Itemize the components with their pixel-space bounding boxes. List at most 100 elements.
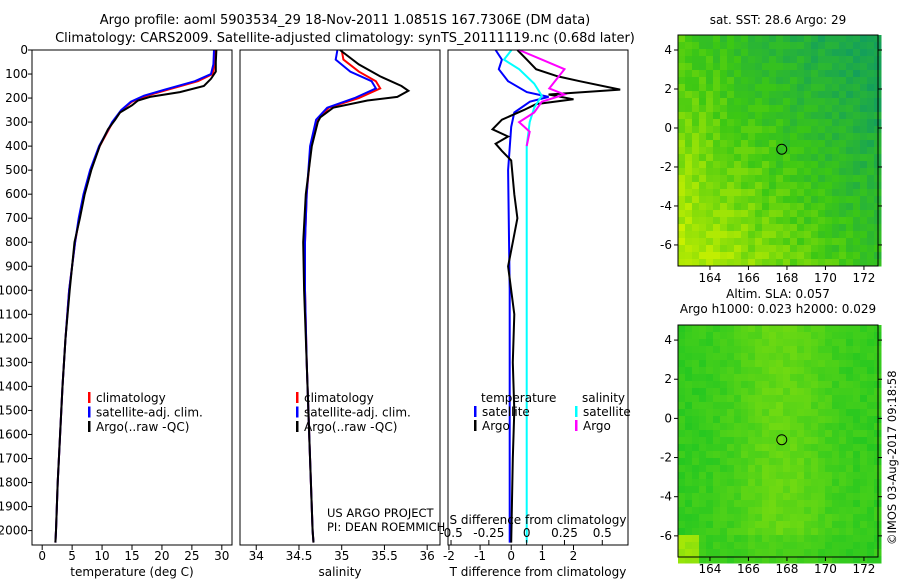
legend-item: Argo bbox=[482, 419, 510, 433]
lon-tick-label: 170 bbox=[814, 271, 837, 285]
legend-swatch bbox=[296, 406, 299, 418]
lon-tick-label: 166 bbox=[737, 271, 760, 285]
series-line-climatology bbox=[54, 49, 217, 543]
x-tick-label: 35 bbox=[334, 549, 349, 563]
pi-label: PI: DEAN ROEMMICH bbox=[327, 520, 445, 534]
x-tick-label: 2 bbox=[570, 549, 578, 563]
y-tick-label: 1100 bbox=[0, 307, 28, 321]
legend-salinity-title: salinity bbox=[582, 391, 625, 405]
x-tick-label: 0 bbox=[507, 549, 515, 563]
legend-swatch bbox=[88, 421, 91, 432]
legend-swatch bbox=[296, 392, 299, 403]
legend-swatch bbox=[474, 406, 477, 417]
y-tick-label: 200 bbox=[5, 91, 28, 105]
legend-swatch bbox=[575, 406, 578, 417]
lon-tick-label: 170 bbox=[814, 562, 837, 576]
chart-temperature: 0 5 10 15 20 25 30 temperature (deg C) 0 100 200 30… bbox=[0, 43, 233, 579]
y-tick-label: 800 bbox=[5, 235, 28, 249]
series-line-argo-raw-qc- bbox=[302, 49, 411, 543]
lat-tick-label: 2 bbox=[664, 372, 672, 386]
plot-frame bbox=[447, 49, 629, 546]
map-title-line-1: Altim. SLA: 0.057 bbox=[726, 287, 830, 301]
s-tick-label: 0 bbox=[523, 526, 531, 540]
legend-item: Argo(..raw -QC) bbox=[96, 420, 189, 434]
lat-tick-label: -2 bbox=[660, 160, 672, 174]
s-axis-label: S difference from climatology bbox=[450, 513, 627, 527]
x-tick-label: 15 bbox=[124, 549, 139, 563]
lat-tick-label: -4 bbox=[660, 199, 672, 213]
s-tick-label: 0.5 bbox=[593, 526, 612, 540]
legend-swatch bbox=[474, 420, 477, 431]
legend-item: Argo(..raw -QC) bbox=[304, 420, 397, 434]
s-tick-label: 0.25 bbox=[551, 526, 578, 540]
imos-stamp: ©IMOS 03-Aug-2017 09:18:58 bbox=[885, 370, 899, 545]
y-tick-label: 500 bbox=[5, 163, 28, 177]
y-tick-label: 0 bbox=[20, 43, 28, 57]
lon-tick-label: 168 bbox=[775, 562, 798, 576]
legend-swatch bbox=[575, 420, 578, 431]
y-tick-label: 1600 bbox=[0, 427, 28, 441]
y-tick-label: 100 bbox=[5, 67, 28, 81]
lat-tick-label: 2 bbox=[664, 82, 672, 96]
argo-float-marker bbox=[776, 434, 788, 446]
y-tick-label: 400 bbox=[5, 139, 28, 153]
x-tick-label: 34.5 bbox=[286, 549, 313, 563]
x-tick-label: 10 bbox=[94, 549, 109, 563]
legend-item: satellite bbox=[583, 405, 631, 419]
lat-tick-label: -2 bbox=[660, 451, 672, 465]
legend-swatch bbox=[296, 421, 299, 432]
lon-tick-label: 172 bbox=[852, 271, 875, 285]
x-tick-label: -2 bbox=[443, 549, 455, 563]
x-axis-label: temperature (deg C) bbox=[70, 565, 193, 579]
series-line-t-argo bbox=[490, 49, 621, 543]
x-tick-label: 34 bbox=[249, 549, 264, 563]
lon-tick-label: 164 bbox=[699, 562, 722, 576]
legend-item: satellite-adj. clim. bbox=[96, 406, 203, 420]
legend-item: climatology bbox=[96, 391, 166, 405]
map-frame bbox=[677, 324, 879, 558]
s-tick-label: -0.5 bbox=[439, 526, 462, 540]
y-tick-label: 900 bbox=[5, 259, 28, 273]
series-line-s-argo bbox=[517, 49, 568, 147]
lat-tick-label: -6 bbox=[660, 529, 672, 543]
x-axis-label: T difference from climatology bbox=[449, 565, 627, 579]
x-tick-label: 36 bbox=[420, 549, 435, 563]
map-sla_map: 164 166 168 170 172 4 2 0 -2 -4 -6 Altim. SLA: 0.05… bbox=[660, 287, 882, 576]
y-tick-label: 1800 bbox=[0, 476, 28, 490]
s-tick-label: -0.25 bbox=[473, 526, 504, 540]
legend-item: satellite bbox=[482, 405, 530, 419]
x-tick-label: 25 bbox=[184, 549, 199, 563]
y-tick-label: 1000 bbox=[0, 283, 28, 297]
lon-tick-label: 164 bbox=[699, 271, 722, 285]
lat-tick-label: -4 bbox=[660, 490, 672, 504]
y-tick-label: 700 bbox=[5, 211, 28, 225]
x-tick-label: 35.5 bbox=[371, 549, 398, 563]
x-tick-label: 30 bbox=[214, 549, 229, 563]
y-tick-label: 1500 bbox=[0, 403, 28, 417]
series-line-satellite-adj-clim- bbox=[304, 49, 378, 543]
series-line-climatology bbox=[304, 49, 382, 543]
y-tick-label: 2000 bbox=[0, 524, 28, 538]
x-tick-label: 0 bbox=[38, 549, 46, 563]
y-tick-label: 600 bbox=[5, 187, 28, 201]
x-axis-label: salinity bbox=[318, 565, 361, 579]
lat-tick-label: 4 bbox=[664, 333, 672, 347]
map-title: sat. SST: 28.6 Argo: 29 bbox=[710, 13, 847, 27]
argo-float-marker bbox=[776, 143, 788, 155]
legend-temperature-title: temperature bbox=[481, 391, 556, 405]
plot-frame bbox=[31, 49, 233, 546]
title-line-2: Climatology: CARS2009. Satellite-adjuste… bbox=[55, 31, 635, 46]
x-tick-label: 1 bbox=[539, 549, 547, 563]
series-line-argo-raw-qc- bbox=[54, 49, 218, 543]
y-tick-label: 1200 bbox=[0, 331, 28, 345]
y-tick-label: 300 bbox=[5, 115, 28, 129]
y-tick-label: 1300 bbox=[0, 355, 28, 369]
y-tick-label: 1400 bbox=[0, 379, 28, 393]
lat-tick-label: 0 bbox=[664, 411, 672, 425]
y-tick-label: 1700 bbox=[0, 451, 28, 465]
plot-frame bbox=[239, 49, 441, 546]
legend-item: Argo bbox=[583, 419, 611, 433]
legend-item: satellite-adj. clim. bbox=[304, 406, 411, 420]
lat-tick-label: 4 bbox=[664, 43, 672, 57]
